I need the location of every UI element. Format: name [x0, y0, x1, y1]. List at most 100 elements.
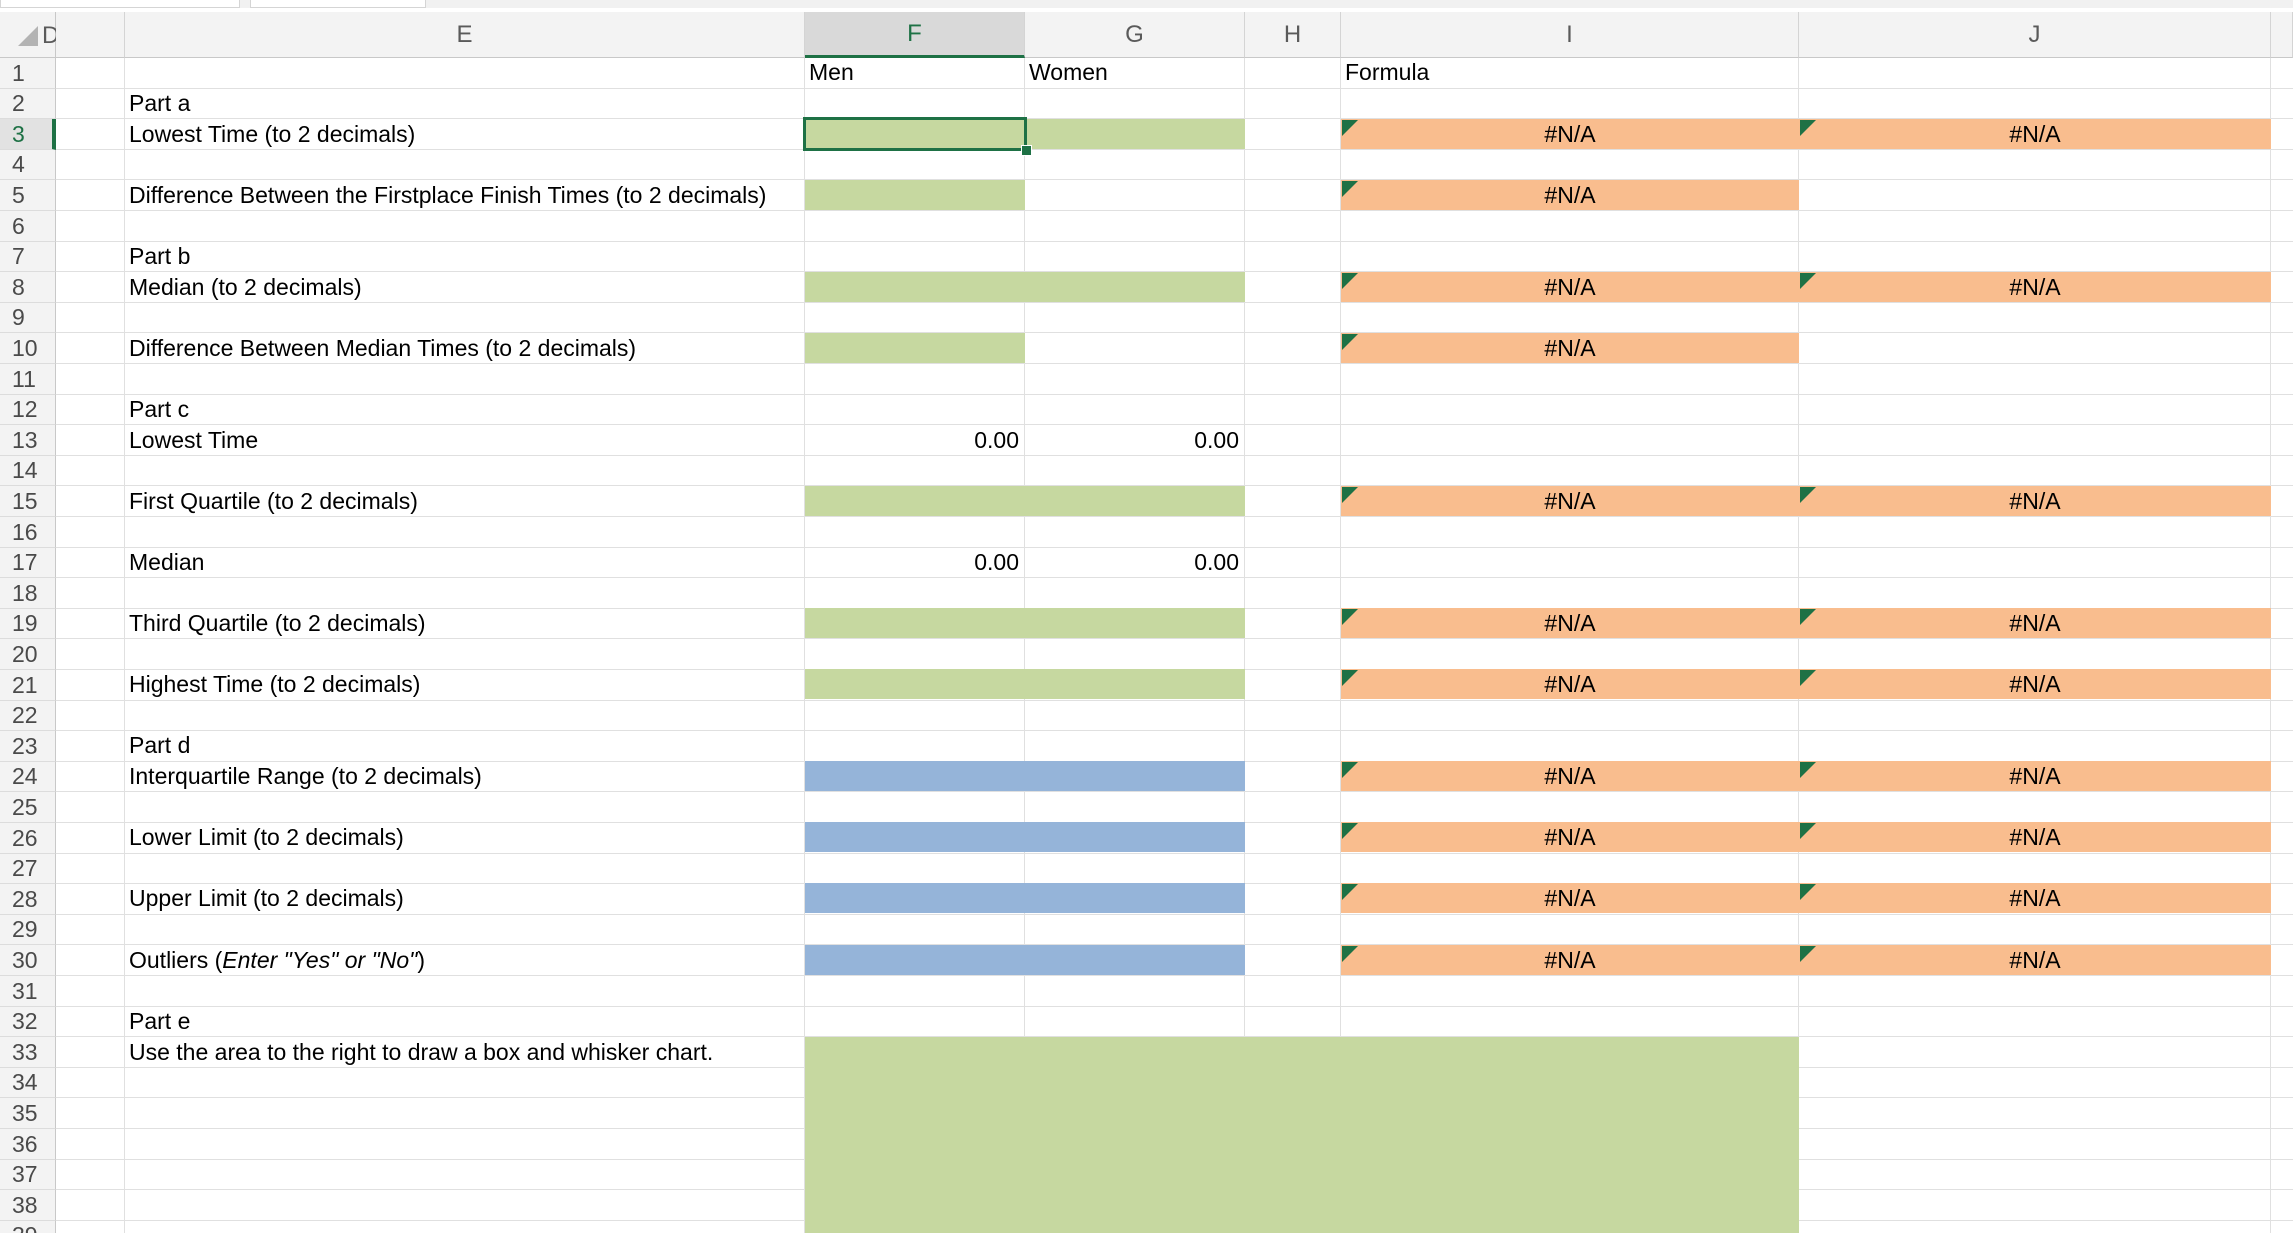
row-header-30[interactable]: 30	[0, 945, 56, 976]
input-cell-r15[interactable]	[805, 486, 1245, 516]
formula-cell-r26-j[interactable]	[1799, 822, 2271, 852]
row-header-35[interactable]: 35	[0, 1098, 56, 1129]
formula-cell-r24-i[interactable]	[1341, 761, 1799, 791]
formula-cell-r19-j[interactable]	[1799, 608, 2271, 638]
formula-cell-r21-j[interactable]	[1799, 669, 2271, 699]
row-header-11[interactable]: 11	[0, 364, 56, 395]
row-header-17[interactable]: 17	[0, 548, 56, 578]
formula-cell-r15-i[interactable]	[1341, 486, 1799, 516]
column-header-k[interactable]	[2271, 12, 2293, 58]
column-header-f[interactable]: F	[805, 12, 1025, 58]
row-header-27[interactable]: 27	[0, 854, 56, 884]
sheet-tab-stub[interactable]	[0, 0, 240, 8]
error-flag-icon[interactable]	[1342, 273, 1358, 289]
cell-selection-box[interactable]	[803, 117, 1027, 151]
error-flag-icon[interactable]	[1342, 762, 1358, 778]
error-flag-icon[interactable]	[1342, 946, 1358, 962]
row-header-10[interactable]: 10	[0, 333, 56, 364]
formula-cell-r5-i[interactable]	[1341, 180, 1799, 210]
input-cell-r19[interactable]	[805, 608, 1245, 638]
value-median-men[interactable]: 0.00	[974, 548, 1019, 575]
error-flag-icon[interactable]	[1800, 120, 1816, 136]
row-header-1[interactable]: 1	[0, 58, 56, 89]
error-flag-icon[interactable]	[1342, 609, 1358, 625]
formula-cell-r28-i[interactable]	[1341, 883, 1799, 913]
formula-cell-r21-i[interactable]	[1341, 669, 1799, 699]
row-header-32[interactable]: 32	[0, 1007, 56, 1037]
error-flag-icon[interactable]	[1342, 823, 1358, 839]
row-header-24[interactable]: 24	[0, 762, 56, 792]
error-flag-icon[interactable]	[1342, 120, 1358, 136]
error-flag-icon[interactable]	[1342, 487, 1358, 503]
formula-cell-r28-j[interactable]	[1799, 883, 2271, 913]
error-flag-icon[interactable]	[1342, 334, 1358, 350]
row-header-36[interactable]: 36	[0, 1129, 56, 1160]
row-header-26[interactable]: 26	[0, 823, 56, 854]
row-header-5[interactable]: 5	[0, 180, 56, 211]
input-cell-r30[interactable]	[805, 945, 1245, 975]
row-header-14[interactable]: 14	[0, 456, 56, 486]
row-header-28[interactable]: 28	[0, 884, 56, 915]
column-header-d[interactable]: D	[42, 22, 60, 49]
row-header-37[interactable]: 37	[0, 1160, 56, 1190]
input-cell-r26[interactable]	[805, 822, 1245, 852]
row-header-20[interactable]: 20	[0, 639, 56, 670]
error-flag-icon[interactable]	[1800, 762, 1816, 778]
row-header-8[interactable]: 8	[0, 272, 56, 303]
row-header-39[interactable]: 39	[0, 1221, 56, 1233]
input-cell-r5[interactable]	[805, 180, 1025, 210]
formula-cell-r3-j[interactable]	[1799, 119, 2271, 149]
row-header-6[interactable]: 6	[0, 211, 56, 242]
column-header-j[interactable]: J	[1799, 12, 2271, 58]
row-header-25[interactable]: 25	[0, 792, 56, 823]
row-header-23[interactable]: 23	[0, 731, 56, 762]
error-flag-icon[interactable]	[1342, 884, 1358, 900]
row-header-38[interactable]: 38	[0, 1190, 56, 1221]
row-header-21[interactable]: 21	[0, 670, 56, 701]
value-lowest-men[interactable]: 0.00	[974, 426, 1019, 453]
column-header-i[interactable]: I	[1341, 12, 1799, 58]
error-flag-icon[interactable]	[1342, 181, 1358, 197]
input-cell-r10[interactable]	[805, 333, 1025, 363]
formula-cell-r19-i[interactable]	[1341, 608, 1799, 638]
chart-drawing-area[interactable]	[805, 1037, 1799, 1233]
row-header-22[interactable]: 22	[0, 701, 56, 731]
error-flag-icon[interactable]	[1342, 670, 1358, 686]
formula-cell-r30-j[interactable]	[1799, 945, 2271, 975]
row-header-33[interactable]: 33	[0, 1037, 56, 1068]
value-median-women[interactable]: 0.00	[1194, 548, 1239, 575]
row-header-3[interactable]: 3	[0, 119, 56, 150]
input-cell-r28[interactable]	[805, 883, 1245, 913]
error-flag-icon[interactable]	[1800, 946, 1816, 962]
value-lowest-women[interactable]: 0.00	[1194, 426, 1239, 453]
row-header-19[interactable]: 19	[0, 609, 56, 639]
column-header-h[interactable]: H	[1245, 12, 1341, 58]
row-header-12[interactable]: 12	[0, 395, 56, 425]
sheet-tab-stub[interactable]	[250, 0, 426, 8]
error-flag-icon[interactable]	[1800, 670, 1816, 686]
formula-cell-r8-i[interactable]	[1341, 272, 1799, 302]
formula-cell-r10-i[interactable]	[1341, 333, 1799, 363]
formula-cell-r8-j[interactable]	[1799, 272, 2271, 302]
error-flag-icon[interactable]	[1800, 609, 1816, 625]
column-header-g[interactable]: G	[1025, 12, 1245, 58]
error-flag-icon[interactable]	[1800, 884, 1816, 900]
error-flag-icon[interactable]	[1800, 273, 1816, 289]
input-cell-r21[interactable]	[805, 669, 1245, 699]
fill-handle[interactable]	[1021, 145, 1032, 156]
error-flag-icon[interactable]	[1800, 487, 1816, 503]
column-header-d-area[interactable]	[56, 12, 125, 58]
select-all-corner[interactable]: D	[0, 12, 60, 58]
row-header-15[interactable]: 15	[0, 486, 56, 517]
formula-cell-r24-j[interactable]	[1799, 761, 2271, 791]
row-header-16[interactable]: 16	[0, 517, 56, 548]
row-header-29[interactable]: 29	[0, 915, 56, 945]
row-header-34[interactable]: 34	[0, 1068, 56, 1098]
error-flag-icon[interactable]	[1800, 823, 1816, 839]
formula-cell-r26-i[interactable]	[1341, 822, 1799, 852]
column-header-e[interactable]: E	[125, 12, 805, 58]
row-header-2[interactable]: 2	[0, 89, 56, 119]
formula-cell-r3-i[interactable]	[1341, 119, 1799, 149]
row-header-13[interactable]: 13	[0, 425, 56, 456]
